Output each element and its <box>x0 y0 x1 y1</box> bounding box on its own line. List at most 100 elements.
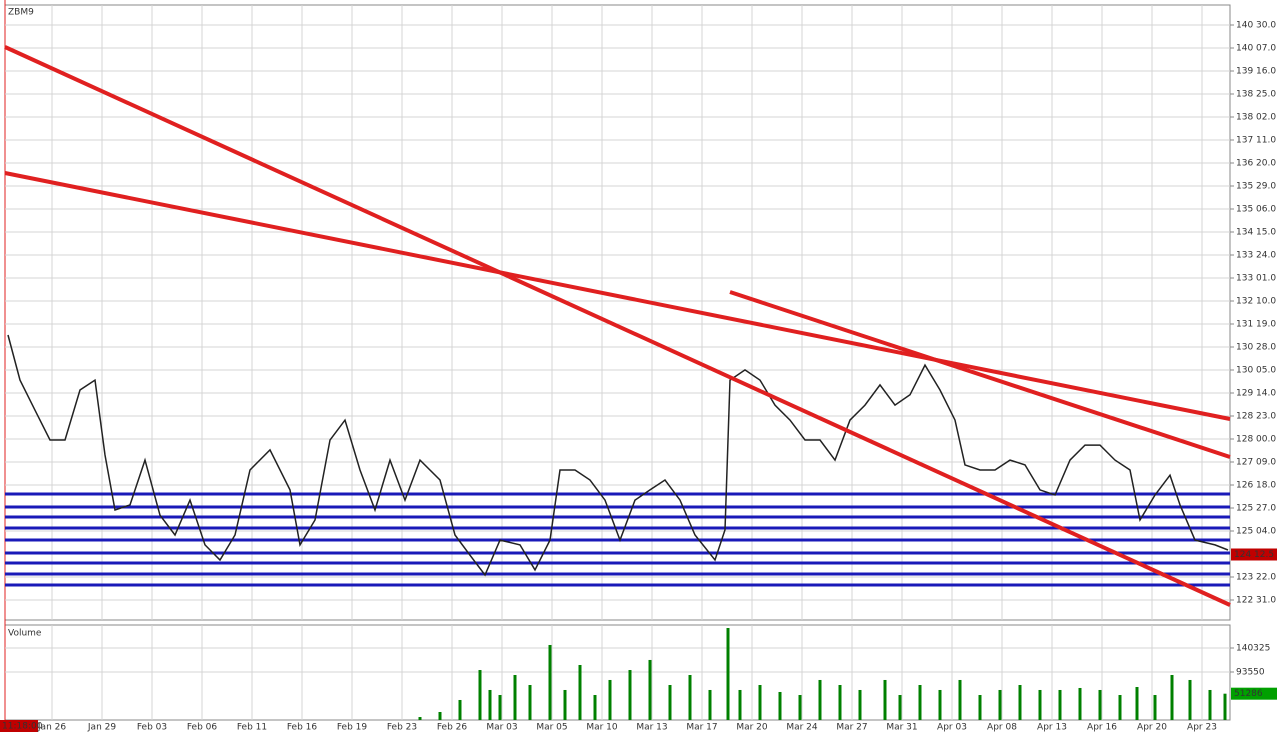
volume-bar <box>528 685 532 720</box>
y-tick-label: 135 29.0 <box>1236 182 1276 192</box>
volume-bar <box>563 689 567 720</box>
x-tick-label: Feb 19 <box>337 723 368 732</box>
volume-bar <box>688 675 692 720</box>
volume-bar <box>1118 695 1122 720</box>
trend-line <box>4 171 1231 421</box>
y-tick-label: 132 10.0 <box>1236 297 1276 307</box>
volume-bar <box>458 699 462 720</box>
volume-bar <box>488 689 492 720</box>
volume-bar <box>898 695 902 720</box>
x-tick-label: Feb 03 <box>137 723 167 732</box>
x-tick-label: Feb 23 <box>387 723 417 732</box>
volume-bar <box>883 679 887 720</box>
y-tick-label: 138 25.0 <box>1236 90 1276 100</box>
volume-bar <box>513 675 517 720</box>
volume-bar <box>628 670 632 720</box>
volume-bar <box>1170 675 1174 720</box>
volume-bar <box>1208 689 1212 720</box>
x-tick-label: Mar 24 <box>786 723 818 732</box>
volume-bar <box>438 711 442 720</box>
volume-bar <box>838 685 842 720</box>
y-tick-label: 128 23.0 <box>1236 412 1276 422</box>
volume-bar <box>1058 689 1062 720</box>
y-tick-label: 127 09.0 <box>1236 458 1276 468</box>
y-tick-label: 123 22.0 <box>1236 573 1276 583</box>
y-tick-label: 139 16.0 <box>1236 67 1276 77</box>
volume-bar <box>818 679 822 720</box>
y-tick-label: 130 28.0 <box>1236 343 1276 353</box>
x-tick-label: Feb 11 <box>237 723 267 732</box>
time-label: 11:18:00 <box>2 722 43 732</box>
x-tick-label: Apr 20 <box>1137 723 1167 732</box>
y-tick-label: 140 07.0 <box>1236 44 1276 54</box>
y-tick-label: 131 19.0 <box>1236 320 1276 330</box>
x-tick-label: Mar 10 <box>586 723 618 732</box>
trend-line <box>729 290 1231 459</box>
volume-bar <box>758 685 762 720</box>
volume-bar <box>798 695 802 720</box>
y-tick-label: 138 02.0 <box>1236 113 1276 123</box>
time-box <box>0 720 38 732</box>
y-tick-label: 135 06.0 <box>1236 205 1276 215</box>
x-tick-label: Mar 31 <box>886 723 917 732</box>
x-tick-label: Mar 20 <box>736 723 768 732</box>
volume-bar <box>1018 685 1022 720</box>
x-tick-label: Jan 29 <box>87 723 116 732</box>
volume-bar <box>738 689 742 720</box>
x-tick-label: Mar 03 <box>486 723 517 732</box>
y-tick-label: 125 04.0 <box>1236 527 1276 537</box>
volume-bar <box>1188 679 1192 720</box>
volume-bar <box>498 695 502 720</box>
x-tick-label: Apr 08 <box>987 723 1017 732</box>
price-line <box>7 334 1229 577</box>
y-tick-label: 137 11.0 <box>1236 136 1276 146</box>
y-tick-label: 126 18.0 <box>1236 481 1276 491</box>
volume-bar <box>938 689 942 720</box>
volume-bar <box>726 628 730 720</box>
volume-bar <box>593 695 597 720</box>
y-tick-label: 133 01.0 <box>1236 274 1276 284</box>
x-tick-label: Apr 16 <box>1087 723 1117 732</box>
volume-bar <box>478 670 482 720</box>
volume-bar <box>708 689 712 720</box>
y-tick-label: 125 27.0 <box>1236 504 1276 514</box>
x-tick-label: Feb 06 <box>187 723 218 732</box>
x-tick-label: Apr 13 <box>1037 723 1067 732</box>
x-tick-label: Apr 03 <box>937 723 967 732</box>
volume-bar <box>548 644 552 720</box>
volume-bar <box>1078 687 1082 720</box>
y-tick-label: 140325 <box>1236 643 1270 653</box>
volume-bar <box>648 659 652 720</box>
x-tick-label: Mar 17 <box>686 723 717 732</box>
volume-bar <box>978 695 982 720</box>
volume-bar <box>1098 689 1102 720</box>
pane-title: ZBM9 <box>8 8 34 18</box>
y-tick-label: 130 05.0 <box>1236 366 1276 376</box>
volume-bar <box>918 685 922 720</box>
y-tick-label: 128 00.0 <box>1236 435 1276 445</box>
x-tick-label: Apr 23 <box>1187 723 1217 732</box>
volume-bar <box>418 717 422 720</box>
x-tick-label: Mar 13 <box>636 723 667 732</box>
volume-bar <box>858 689 862 720</box>
volume-bar <box>1038 689 1042 720</box>
y-tick-label: 136 20.0 <box>1236 159 1276 169</box>
last-price-box <box>1231 548 1277 561</box>
x-tick-label: Jan 26 <box>37 723 66 732</box>
y-tick-label: 133 24.0 <box>1236 251 1276 261</box>
y-tick-label: 134 15.0 <box>1236 228 1276 238</box>
volume-bar <box>778 691 782 720</box>
y-tick-label: 140 30.0 <box>1236 21 1276 31</box>
volume-bar <box>1135 687 1139 720</box>
trend-line <box>4 45 1231 607</box>
y-tick-label: 122 31.0 <box>1236 596 1276 606</box>
volume-bar <box>958 679 962 720</box>
x-tick-label: Mar 05 <box>536 723 567 732</box>
volume-bar <box>668 685 672 720</box>
volume-bar <box>998 689 1002 720</box>
x-tick-label: Mar 27 <box>836 723 867 732</box>
volume-bar <box>608 679 612 720</box>
last-price-label: 124 12.5 <box>1234 550 1274 560</box>
